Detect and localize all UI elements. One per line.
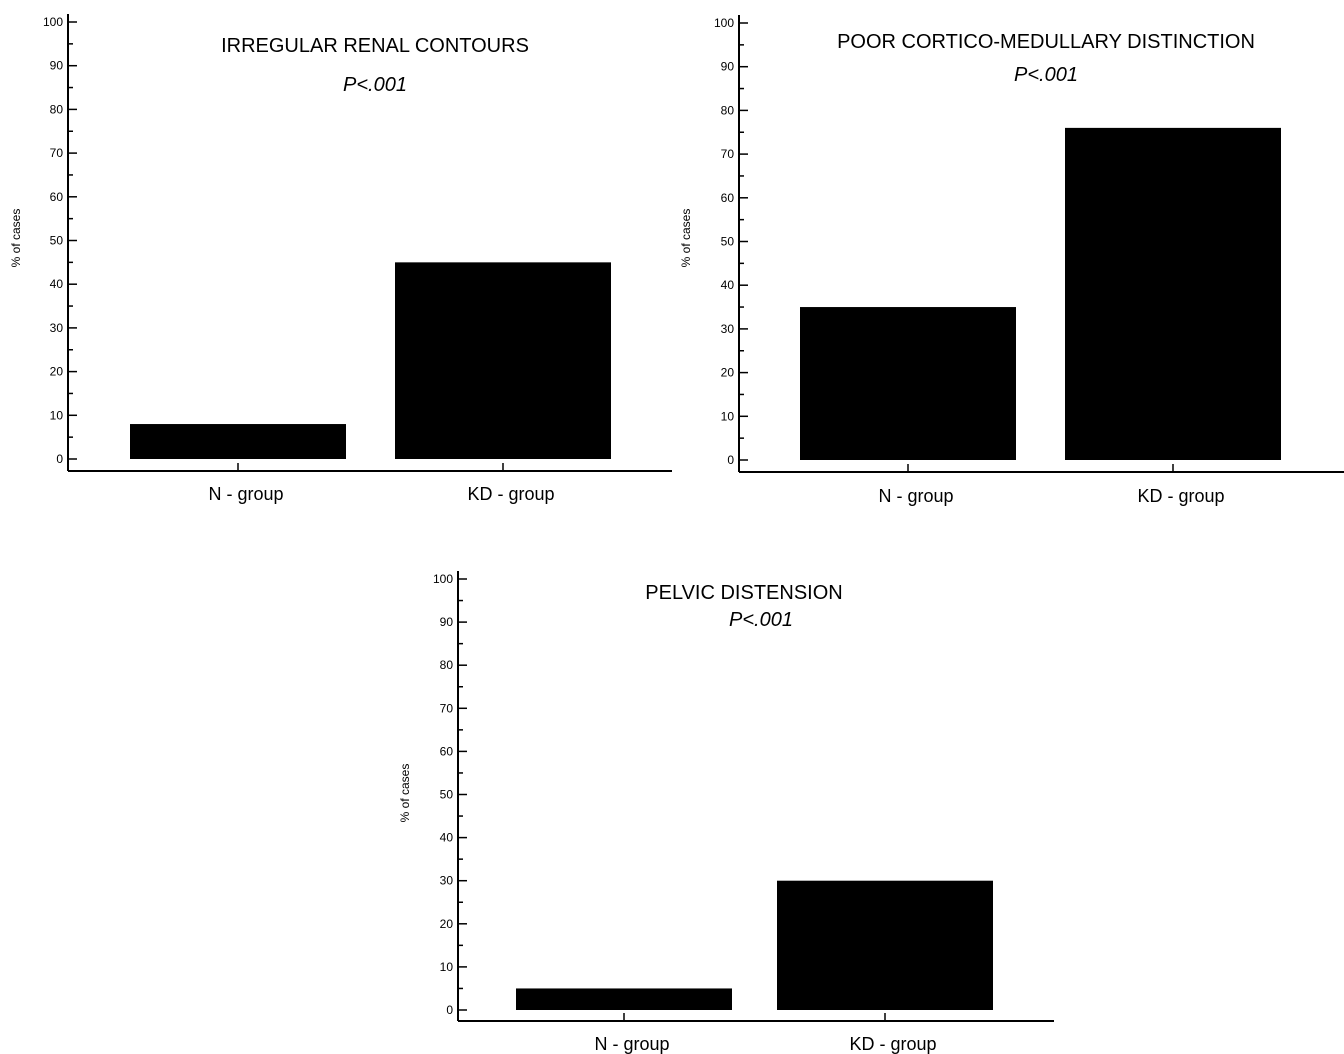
bar-n-group [516, 988, 732, 1010]
chart-title: PELVIC DISTENSION [645, 582, 842, 604]
y-tick-label: 80 [50, 102, 64, 116]
y-tick-label: 10 [440, 960, 454, 974]
y-tick-label: 70 [50, 146, 64, 160]
bar-n-group [800, 307, 1016, 460]
y-tick-label: 80 [721, 103, 735, 117]
x-category-label: N - group [878, 486, 953, 506]
y-tick-label: 30 [50, 321, 64, 335]
y-axis-label: % of cases [398, 764, 412, 823]
y-tick-label: 60 [721, 191, 735, 205]
bar-n-group [130, 424, 346, 459]
y-tick-label: 100 [714, 16, 734, 30]
x-category-label: N - group [594, 1034, 669, 1054]
y-tick-label: 30 [721, 322, 735, 336]
p-value-label: P<.001 [343, 74, 407, 96]
y-tick-label: 0 [446, 1003, 453, 1017]
y-tick-label: 20 [50, 365, 64, 379]
y-tick-label: 50 [50, 234, 64, 248]
y-tick-label: 60 [440, 744, 454, 758]
y-tick-label: 40 [721, 278, 735, 292]
chart-panel: 0 10 20 30 40 50 60 70 80 90 100 N - group KD - grou… [9, 14, 672, 504]
y-tick-label: 100 [433, 572, 453, 586]
chart-title: POOR CORTICO-MEDULLARY DISTINCTION [837, 31, 1255, 53]
y-tick-label: 20 [721, 366, 735, 380]
y-tick-label: 10 [50, 408, 64, 422]
y-tick-label: 0 [56, 452, 63, 466]
y-tick-label: 40 [440, 831, 454, 845]
y-tick-label: 90 [50, 59, 64, 73]
y-tick-label: 0 [727, 453, 734, 467]
bar-kd-group [1065, 127, 1281, 460]
y-tick-label: 10 [721, 409, 735, 423]
y-tick-label: 90 [721, 60, 735, 74]
chart-title: IRREGULAR RENAL CONTOURS [221, 35, 529, 57]
chart-panel: 0 10 20 30 40 50 60 70 80 90 100 N - group KD - grou… [679, 15, 1344, 506]
p-value-label: P<.001 [729, 609, 793, 631]
x-category-label: KD - group [849, 1034, 936, 1054]
p-value-label: P<.001 [1014, 64, 1078, 86]
y-tick-label: 90 [440, 615, 454, 629]
bar-kd-group [777, 880, 993, 1010]
bar-kd-group [395, 262, 611, 459]
y-tick-label: 100 [43, 15, 63, 29]
y-tick-label: 60 [50, 190, 64, 204]
y-tick-label: 50 [721, 235, 735, 249]
y-axis-label: % of cases [9, 209, 23, 268]
y-tick-label: 40 [50, 277, 64, 291]
y-axis-label: % of cases [679, 209, 693, 268]
x-category-label: KD - group [467, 484, 554, 504]
y-tick-label: 30 [440, 874, 454, 888]
y-tick-label: 70 [440, 701, 454, 715]
chart-panel: 0 10 20 30 40 50 60 70 80 90 100 N - group KD - grou… [398, 571, 1054, 1054]
y-tick-label: 80 [440, 658, 454, 672]
y-tick-label: 50 [440, 788, 454, 802]
y-tick-label: 70 [721, 147, 735, 161]
x-category-label: N - group [208, 484, 283, 504]
y-tick-label: 20 [440, 917, 454, 931]
x-category-label: KD - group [1137, 486, 1224, 506]
